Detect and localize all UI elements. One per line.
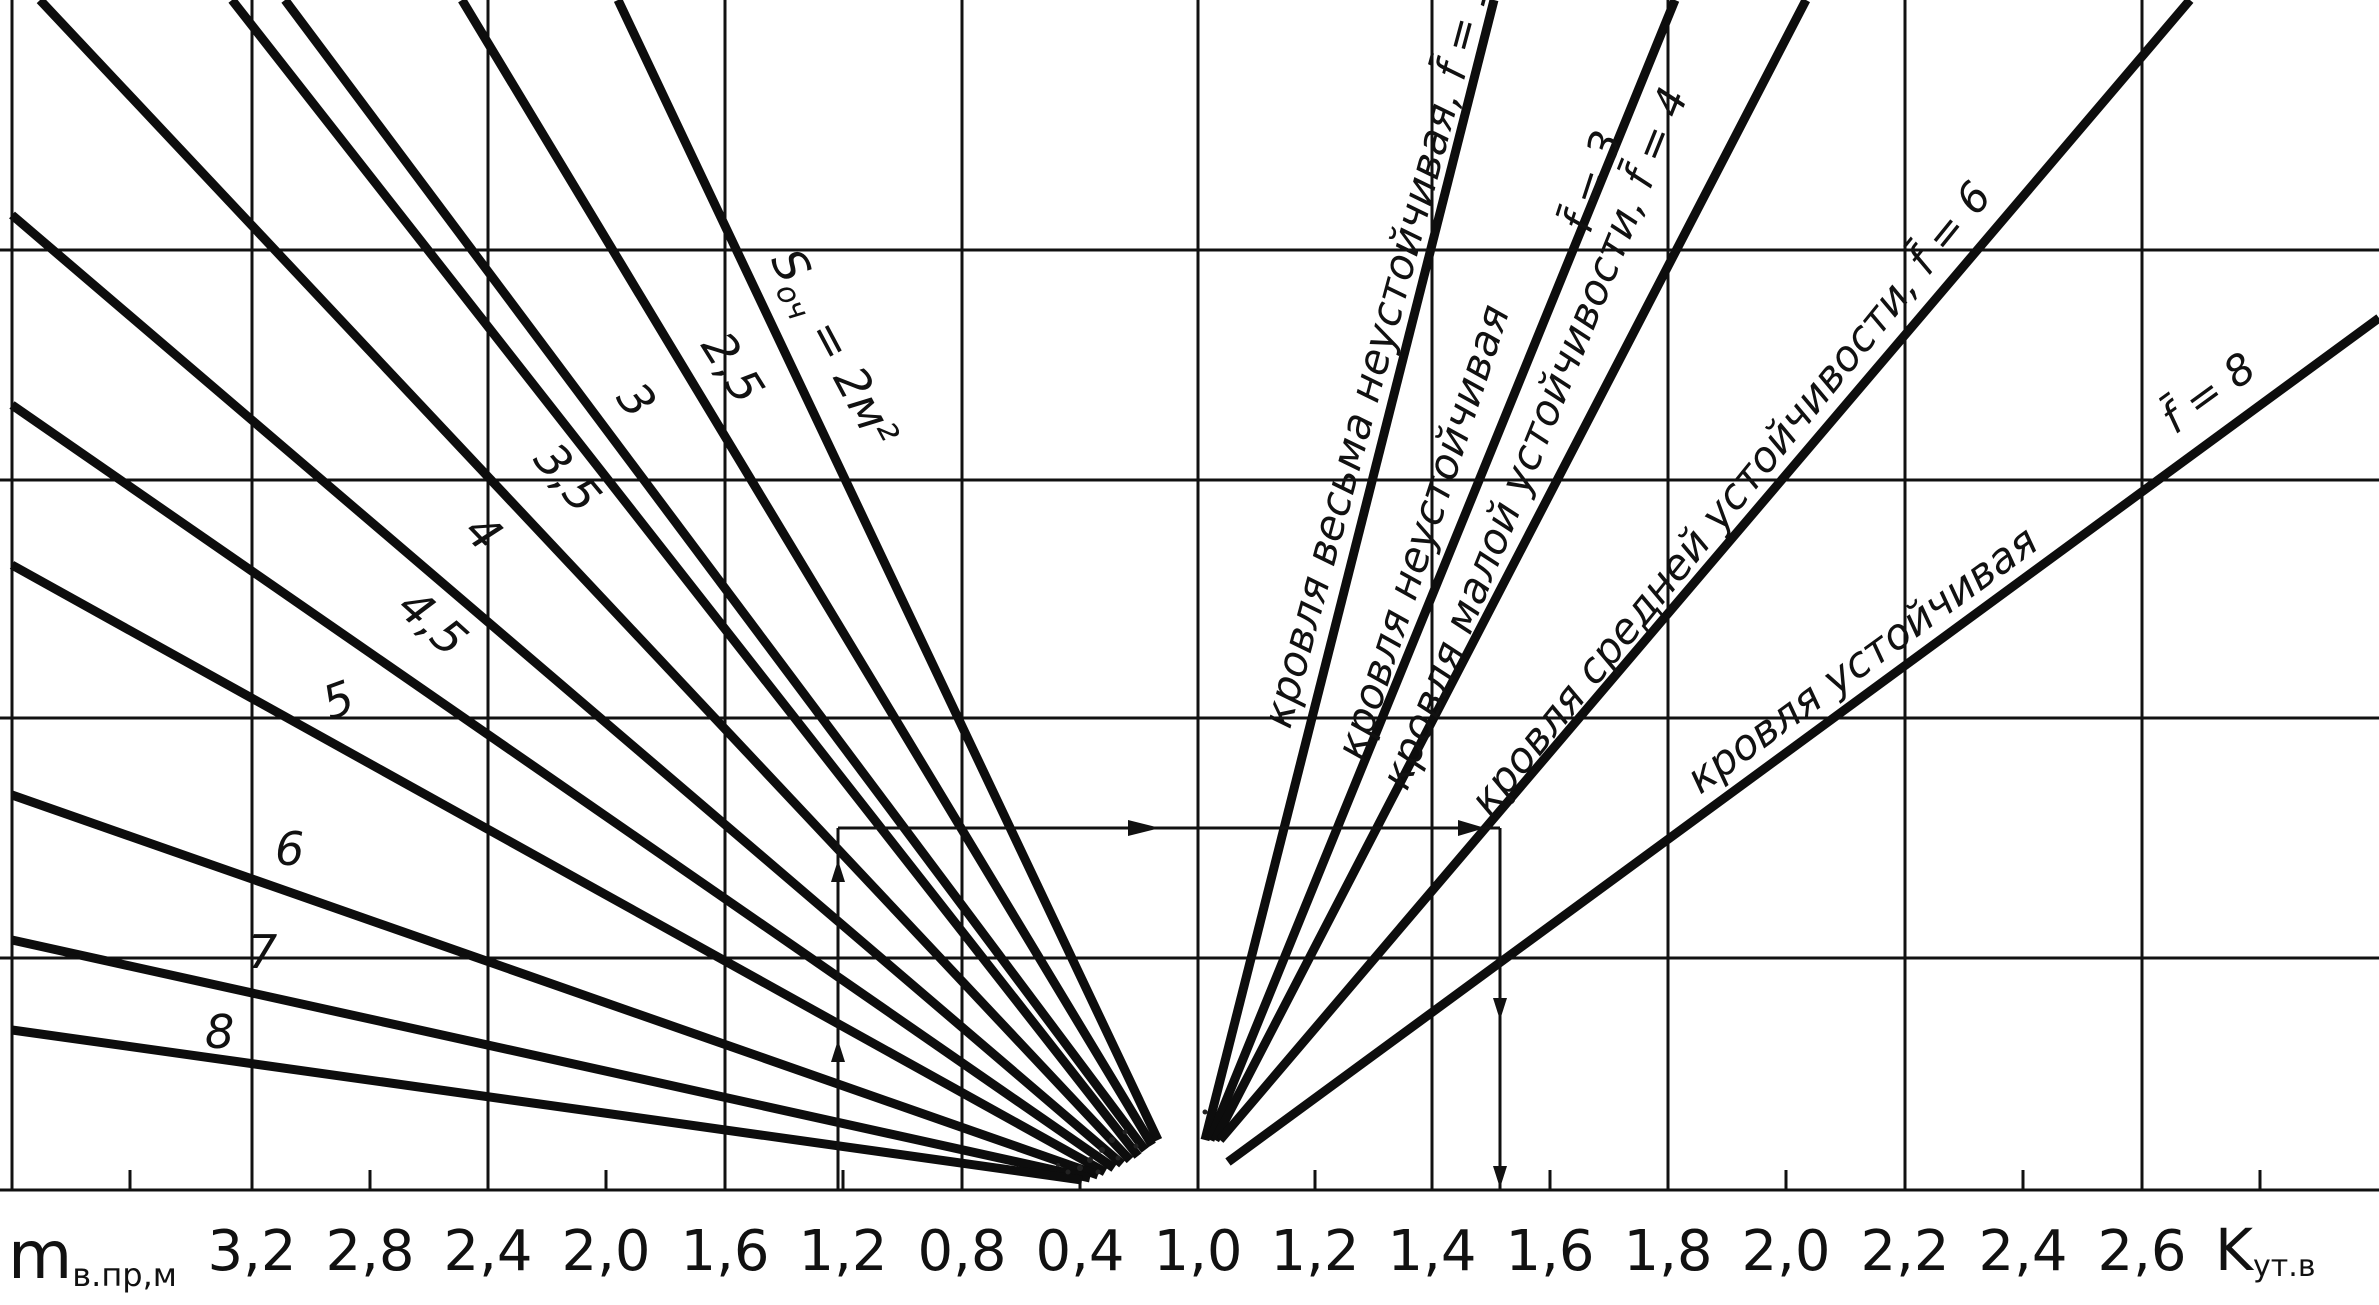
s-line-6 <box>9 561 1108 1176</box>
right-tick-1-0: 1,0 <box>1153 1219 1242 1284</box>
right-tick-1-8: 1,8 <box>1623 1219 1712 1284</box>
s-label-8: 8 <box>205 1005 234 1059</box>
left-tick-0-4: 0,4 <box>1035 1219 1124 1284</box>
s-line-2-5 <box>458 0 1156 1148</box>
x-axis: mв.пр,м 3,2 2,8 2,4 2,0 1,6 1,2 0,8 0,4 … <box>8 1216 2316 1294</box>
arrow-up-1 <box>831 1040 845 1062</box>
left-tick-2-8: 2,8 <box>325 1219 414 1284</box>
left-tick-3-2: 3,2 <box>207 1219 296 1284</box>
f-line-6 <box>1216 0 2194 1143</box>
f-line-3 <box>1205 0 1680 1142</box>
s-line-4-5 <box>9 211 1125 1168</box>
f-line-1 <box>1200 0 1499 1142</box>
f-line-4 <box>1211 0 1810 1143</box>
s-label-7: 7 <box>248 925 277 979</box>
left-tick-2-4: 2,4 <box>443 1219 532 1284</box>
grid <box>0 0 2379 1192</box>
s-label-5: 5 <box>315 670 361 731</box>
right-tick-2-6: 2,6 <box>2097 1219 2186 1284</box>
right-tick-2-4: 2,4 <box>1978 1219 2067 1284</box>
arrow-up-2 <box>831 860 845 882</box>
right-tick-2-0: 2,0 <box>1741 1219 1830 1284</box>
f-label-8-f: f̄ = 8 <box>2151 341 2264 443</box>
s-line-4 <box>36 0 1134 1164</box>
s-label-2: Sоч = 2м² <box>754 240 909 459</box>
left-tick-1-6: 1,6 <box>680 1219 769 1284</box>
right-tick-1-2: 1,2 <box>1270 1219 1359 1284</box>
s-line-7 <box>10 790 1100 1180</box>
right-axis-label: Kут.в <box>2215 1216 2316 1284</box>
arrow-right-1 <box>1128 820 1160 836</box>
left-axis-label: mв.пр,м <box>8 1217 177 1294</box>
s-label-4: 4 <box>454 503 513 562</box>
s-line-9 <box>11 1025 1083 1185</box>
f-line-8 <box>1225 314 2379 1166</box>
s-label-3: 3 <box>606 372 667 428</box>
arrow-down-2 <box>1493 1166 1507 1188</box>
f-label-8: кровля устойчивая <box>1677 516 2047 803</box>
right-tick-2-2: 2,2 <box>1860 1219 1949 1284</box>
left-tick-0-8: 0,8 <box>917 1219 1006 1284</box>
s-label-3-5: 3,5 <box>524 432 612 523</box>
f-lines <box>1200 0 2379 1166</box>
s-line-2 <box>613 0 1163 1142</box>
s-lines <box>9 0 1163 1185</box>
f-labels: кровля весьма неустойчивая, f̄ = 1 кровл… <box>1251 0 2265 824</box>
example-path <box>831 820 1507 1190</box>
s-label-4-5: 4,5 <box>388 578 478 667</box>
right-tick-1-6: 1,6 <box>1505 1219 1594 1284</box>
arrow-down-1 <box>1493 998 1507 1020</box>
s-label-6: 6 <box>275 822 304 876</box>
left-tick-1-2: 1,2 <box>798 1219 887 1284</box>
s-line-3 <box>281 0 1149 1153</box>
s-line-8 <box>11 935 1091 1183</box>
s-line-3-5 <box>228 0 1142 1159</box>
right-tick-1-4: 1,4 <box>1387 1219 1476 1284</box>
left-tick-2-0: 2,0 <box>561 1219 650 1284</box>
arrow-right-2 <box>1458 820 1485 836</box>
s-line-5 <box>9 401 1117 1172</box>
